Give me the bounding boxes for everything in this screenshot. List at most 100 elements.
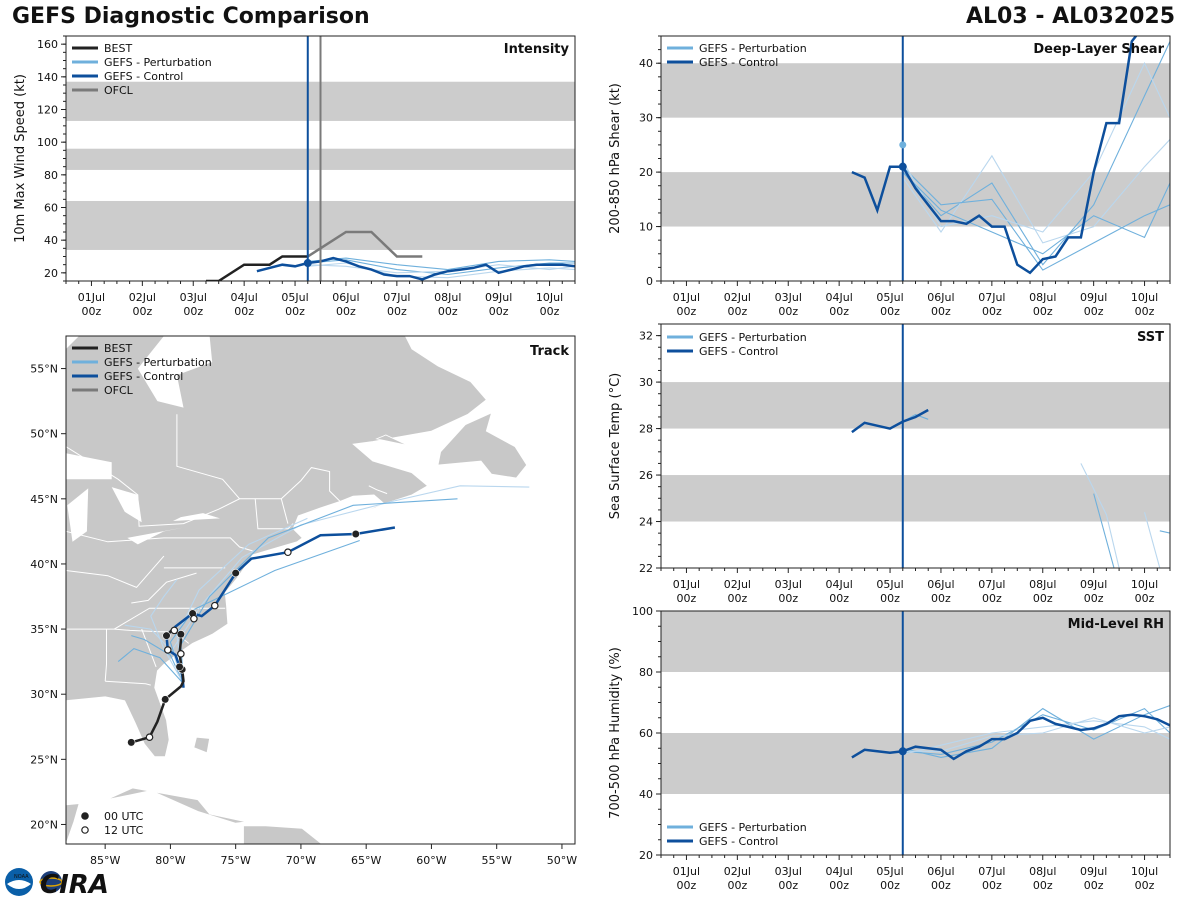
perturbation-track-2 — [117, 647, 184, 685]
intensity-ytick-label: 20 — [44, 267, 58, 280]
shear-xtick-label: 00z — [778, 305, 798, 318]
shear-ytick-label: 40 — [639, 57, 653, 70]
track-point-00utc-5 — [162, 631, 171, 640]
land-polygon-1 — [437, 412, 528, 479]
shear-chart: 01020304001Jul00z02Jul00z03Jul00z04Jul00… — [608, 35, 1171, 318]
rh-xtick-label: 00z — [931, 879, 951, 892]
intensity-xtick-label: 00z — [387, 305, 407, 318]
intensity-xtick-label: 00z — [183, 305, 203, 318]
sst-xtick-label: 02Jul — [724, 578, 751, 591]
track-point-12utc-2 — [170, 626, 179, 635]
intensity-best-line — [206, 255, 308, 281]
border-line-3 — [104, 629, 107, 682]
intensity-perturbation-line-0 — [307, 259, 575, 276]
shear-xtick-label: 04Jul — [826, 291, 853, 304]
intensity-xtick-label: 02Jul — [129, 291, 156, 304]
rh-ytick-label: 80 — [639, 666, 653, 679]
track-point-00utc-7 — [231, 568, 240, 578]
track-xtick-label: 50°W — [547, 854, 577, 867]
legend-label-control: GEFS - Control — [699, 835, 778, 848]
track-xtick-label: 85°W — [90, 854, 120, 867]
track-ytick-label: 45°N — [30, 493, 58, 506]
shear-xtick-label: 00z — [1135, 305, 1155, 318]
shear-xtick-label: 03Jul — [775, 291, 802, 304]
shear-band-0 — [661, 172, 1170, 227]
track-map: 85°W 80°W 75°W 70°W 65°W 60°W 55°W 50°W 20°N 25°N… — [30, 335, 577, 867]
logo-noaa-cira: NOAA CIRA — [5, 868, 109, 898]
track-point-00utc-3 — [175, 662, 184, 671]
rh-xtick-label: 01Jul — [673, 865, 700, 878]
intensity-title: Intensity — [504, 42, 570, 57]
sst-perturbation-line-4 — [1159, 530, 1170, 534]
rh-xtick-label: 10Jul — [1131, 865, 1158, 878]
shear-xtick-label: 00z — [880, 305, 900, 318]
shear-perturbation-line-0 — [902, 41, 1170, 266]
track-title: Track — [530, 344, 569, 359]
shear-ylabel: 200-850 hPa Shear (kt) — [608, 83, 623, 234]
track-point-12utc-1 — [177, 650, 185, 658]
storm-id: AL03 - AL032025 — [966, 4, 1175, 29]
intensity-ytick-label: 160 — [37, 38, 58, 51]
sst-plot-area — [661, 382, 1170, 568]
rh-ytick-label: 40 — [639, 788, 653, 801]
border-line-7 — [66, 530, 173, 543]
legend-label-ofcl: OFCL — [104, 384, 134, 397]
sst-ylabel: Sea Surface Temp (°C) — [608, 373, 623, 520]
shear-xtick-label: 01Jul — [673, 291, 700, 304]
shear-xtick-label: 06Jul — [927, 291, 954, 304]
shear-perturbation-line-2 — [902, 166, 1170, 271]
legend-marker-12utc — [81, 826, 89, 834]
water-body-6 — [137, 336, 213, 408]
legend-label-control: GEFS - Control — [104, 70, 183, 83]
rh-xtick-label: 07Jul — [978, 865, 1005, 878]
rh-xtick-label: 00z — [1084, 879, 1104, 892]
track-point-12utc-6 — [284, 548, 292, 557]
track-point-00utc-1 — [161, 695, 170, 704]
rh-title: Mid-Level RH — [1068, 617, 1164, 632]
sst-xtick-label: 00z — [829, 592, 849, 605]
rh-ytick-label: 100 — [632, 605, 653, 618]
rh-xtick-label: 00z — [982, 879, 1002, 892]
rh-xtick-label: 06Jul — [927, 865, 954, 878]
sst-xtick-label: 00z — [931, 592, 951, 605]
sst-xtick-label: 00z — [1033, 592, 1053, 605]
shear-xtick-label: 00z — [1084, 305, 1104, 318]
track-ytick-label: 25°N — [30, 753, 58, 766]
land-polygon-3 — [106, 787, 247, 824]
legend-label-pert: GEFS - Perturbation — [104, 356, 212, 369]
legend-label-best: BEST — [104, 42, 132, 55]
water-body-2 — [111, 487, 142, 523]
sst-ytick-label: 22 — [639, 562, 653, 575]
shear-xtick-label: 09Jul — [1080, 291, 1107, 304]
track-ytick-label: 35°N — [30, 623, 58, 636]
intensity-xtick-label: 00z — [336, 305, 356, 318]
track-xtick-label: 60°W — [416, 854, 446, 867]
rh-xtick-label: 05Jul — [876, 865, 903, 878]
legend-label-best: BEST — [104, 342, 132, 355]
noaa-logo-text: NOAA — [14, 874, 29, 880]
intensity-perturbation-line-3 — [307, 262, 575, 279]
rh-perturbation-line-0 — [902, 707, 1170, 755]
land-polygon-5 — [66, 803, 80, 844]
track-xtick-label: 55°W — [482, 854, 512, 867]
track-ytick-label: 30°N — [30, 688, 58, 701]
track-point-12utc-4 — [190, 614, 198, 623]
sst-perturbation-line-3 — [1143, 512, 1161, 568]
sst-title: SST — [1137, 330, 1164, 345]
shear-xtick-label: 00z — [931, 305, 951, 318]
land-polygon-2 — [375, 434, 409, 446]
sst-xtick-label: 08Jul — [1029, 578, 1056, 591]
track-xtick-label: 80°W — [155, 854, 185, 867]
intensity-chart: 2040608010012014016001Jul00z02Jul00z03Ju… — [13, 35, 576, 318]
intensity-xtick-label: 04Jul — [231, 291, 258, 304]
sst-ytick-label: 28 — [639, 423, 653, 436]
sst-xtick-label: 00z — [880, 592, 900, 605]
intensity-xtick-label: 06Jul — [332, 291, 359, 304]
track-point-12utc-5 — [210, 601, 219, 610]
rh-xtick-label: 00z — [829, 879, 849, 892]
rh-xtick-label: 00z — [727, 879, 747, 892]
shear-plot-area — [661, 36, 1170, 275]
border-line-13 — [176, 414, 240, 500]
shear-perturbation-line-4 — [902, 171, 1170, 255]
noaa-bird-icon — [7, 880, 31, 889]
